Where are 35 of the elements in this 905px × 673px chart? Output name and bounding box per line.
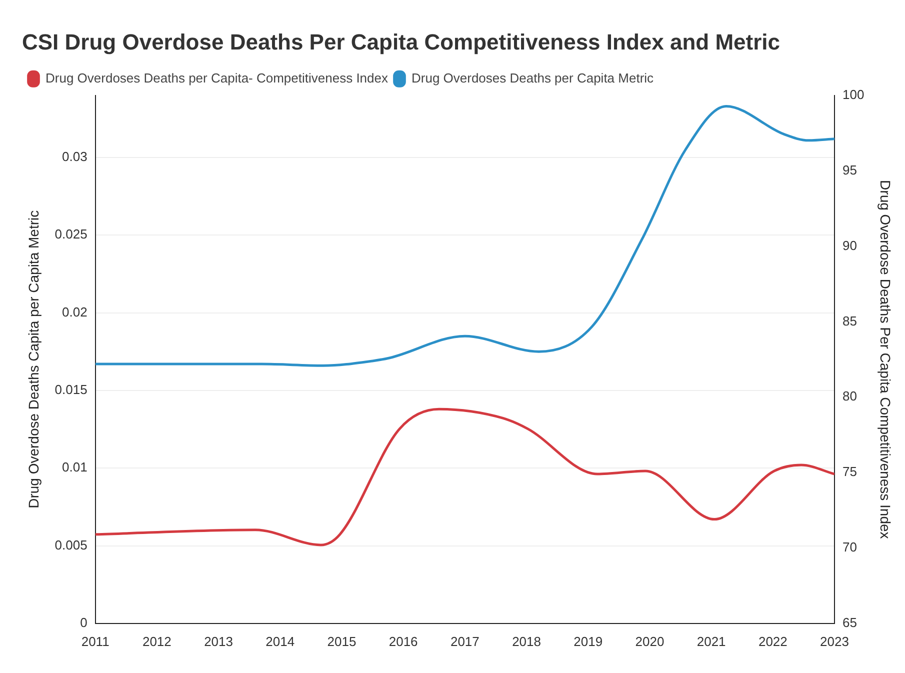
y2-tick-label: 100 xyxy=(842,86,864,102)
y2-tick-label: 90 xyxy=(842,238,857,253)
x-tick-label: 2012 xyxy=(142,634,172,649)
y-tick-label: 0.025 xyxy=(54,226,88,242)
x-tick-label: 2023 xyxy=(820,634,849,649)
y-tick-label: 0.015 xyxy=(54,382,88,398)
y-axis-title: Drug Overdose Deaths Capita per Capita Metric xyxy=(25,210,42,508)
y-tick-label: 0.005 xyxy=(54,537,88,552)
y-tick-label: 0.03 xyxy=(62,149,88,164)
y2-tick-label: 95 xyxy=(842,162,857,178)
x-tick-label: 2013 xyxy=(204,634,233,649)
y2-axis-title: Drug Overdose Deaths Per Capita Competitiveness Index xyxy=(878,180,894,539)
x-tick-label: 2022 xyxy=(758,634,788,649)
x-tick-label: 2019 xyxy=(574,634,603,649)
y-tick-label: 0 xyxy=(80,614,88,630)
y2-tick-label: 80 xyxy=(842,388,857,404)
y2-tick-label: 70 xyxy=(842,540,857,555)
y2-tick-label: 75 xyxy=(842,464,857,480)
line-series xyxy=(95,408,835,546)
x-tick-label: 2016 xyxy=(388,634,418,649)
y-tick-label: 0.02 xyxy=(62,304,88,320)
x-tick-label: 2011 xyxy=(81,634,110,649)
legend-label: Drug Overdoses Deaths per Capita- Competitiveness Index xyxy=(46,70,388,86)
y-tick-label: 0.01 xyxy=(62,460,88,475)
y2-tick-label: 65 xyxy=(842,614,857,630)
y2-tick-label: 85 xyxy=(842,313,857,328)
chart-title: CSI Drug Overdose Deaths Per Capita Competitiveness Index and Metric xyxy=(22,29,780,54)
legend-label: Drug Overdoses Deaths per Capita Metric xyxy=(411,70,654,86)
x-tick-label: 2018 xyxy=(512,634,541,649)
x-tick-label: 2015 xyxy=(327,634,356,649)
x-tick-label: 2014 xyxy=(266,634,295,649)
x-tick-label: 2020 xyxy=(635,634,664,649)
line-series xyxy=(95,105,835,367)
x-tick-label: 2021 xyxy=(696,634,726,649)
x-tick-label: 2017 xyxy=(450,634,480,649)
